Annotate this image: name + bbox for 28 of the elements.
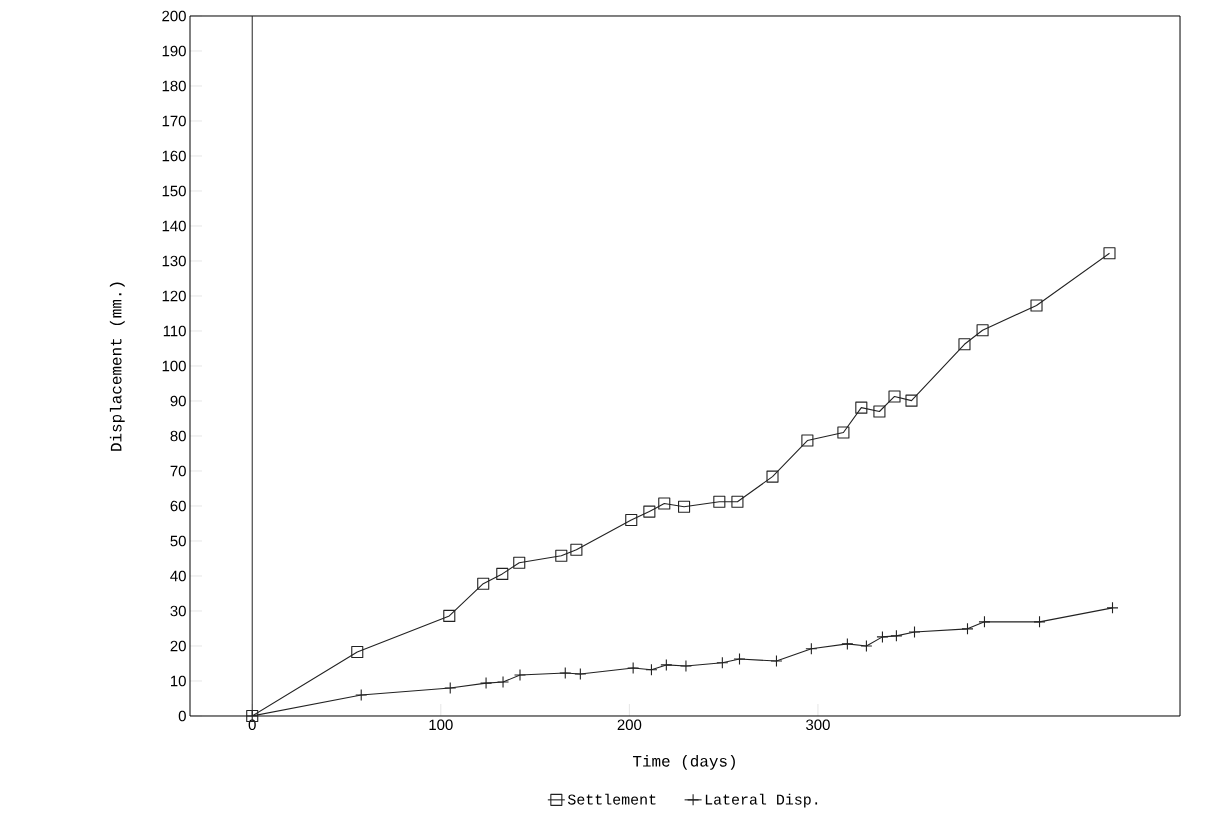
x-tick-label: 100 [429, 719, 453, 731]
y-tick-label: 100 [162, 360, 186, 372]
y-axis-title: Displacement (mm.) [109, 282, 125, 451]
y-tick-label: 120 [162, 290, 186, 302]
y-tick-label: 10 [171, 675, 186, 687]
y-tick-label: 40 [170, 570, 186, 582]
y-tick-label: 80 [170, 430, 186, 442]
x-tick-label: 200 [617, 719, 642, 731]
y-tick-label: 70 [170, 465, 186, 477]
y-tick-label: 110 [163, 325, 186, 337]
y-tick-label: 160 [162, 150, 186, 162]
y-tick-label: 140 [162, 220, 186, 232]
legend-label: Settlement [567, 793, 656, 805]
y-tick-label: 30 [170, 605, 186, 617]
y-tick-label: 60 [170, 500, 186, 512]
y-tick-label: 150 [162, 185, 186, 197]
y-tick-label: 50 [170, 535, 186, 547]
y-tick-label: 190 [162, 45, 186, 57]
y-tick-label: 200 [162, 10, 186, 22]
x-tick-label: 300 [806, 719, 830, 731]
legend-label: Lateral Disp. [705, 793, 818, 808]
x-axis-title: Time (days) [632, 754, 735, 770]
y-tick-label: 0 [178, 710, 186, 722]
y-tick-label: 90 [170, 395, 186, 407]
y-tick-label: 180 [162, 80, 186, 92]
y-tick-label: 20 [170, 640, 186, 652]
y-tick-label: 170 [162, 115, 186, 127]
y-tick-label: 130 [162, 255, 186, 267]
